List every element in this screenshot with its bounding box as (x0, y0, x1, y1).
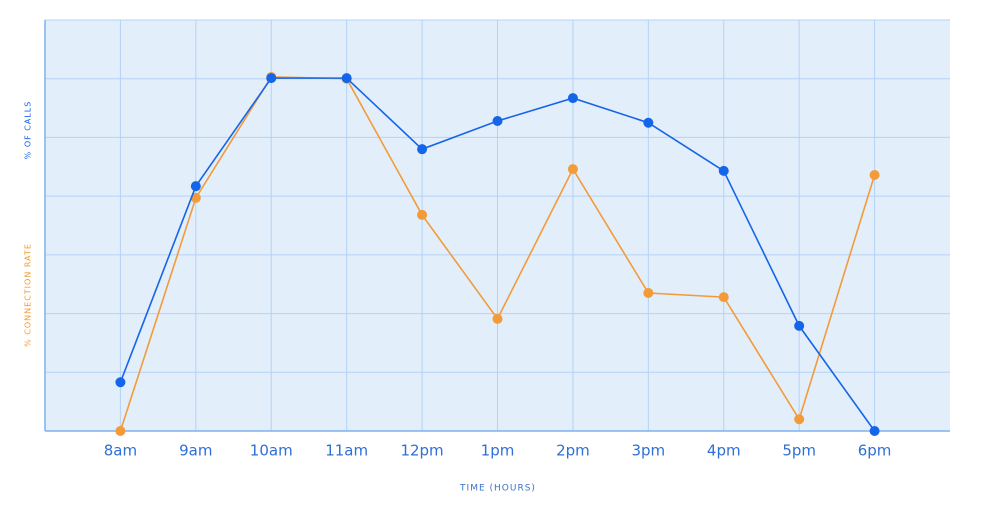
data-point (341, 73, 352, 84)
data-point (794, 320, 805, 331)
data-point (567, 164, 578, 175)
data-point (794, 414, 805, 425)
y-axis-label: % CONNECTION RATE (24, 243, 33, 347)
x-tick-label: 2pm (556, 442, 590, 460)
data-point (417, 209, 428, 220)
data-point (869, 170, 880, 181)
data-point (417, 144, 428, 155)
data-point (869, 426, 880, 436)
data-point (266, 73, 277, 84)
data-point (190, 181, 201, 192)
x-tick-label: 11am (325, 442, 368, 460)
x-tick-label: 5pm (782, 442, 816, 460)
data-point (115, 426, 126, 436)
data-point (492, 115, 503, 126)
x-tick-label: 6pm (858, 442, 892, 460)
x-tick-label: 8am (104, 442, 137, 460)
x-tick-label: 4pm (707, 442, 741, 460)
x-tick-label: 12pm (400, 442, 443, 460)
data-point (492, 313, 503, 324)
data-point (643, 117, 654, 128)
data-point (190, 192, 201, 203)
x-tick-label: 10am (250, 442, 293, 460)
data-point (718, 292, 729, 303)
data-point (115, 377, 126, 388)
x-axis-label: TIME (HOURS) (459, 484, 536, 494)
x-tick-label: 1pm (481, 442, 515, 460)
x-tick-label: 9am (179, 442, 212, 460)
data-point (718, 165, 729, 176)
x-tick-label: 3pm (631, 442, 665, 460)
data-point (567, 93, 578, 104)
data-point (643, 288, 654, 299)
y-axis-label: % OF CALLS (24, 101, 33, 160)
